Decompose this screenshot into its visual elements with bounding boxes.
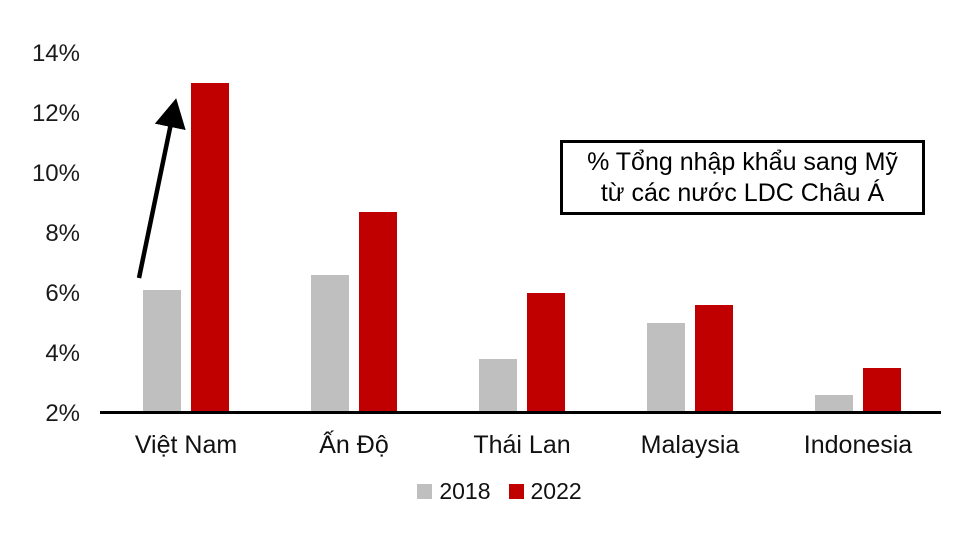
bar-2018-1	[143, 290, 181, 413]
bar-2018-2	[311, 275, 349, 413]
x-axis-line	[100, 411, 941, 414]
annotation-line-2: từ các nước LDC Châu Á	[600, 178, 885, 207]
y-tick-label: 2%	[45, 400, 80, 427]
legend-swatch-icon	[508, 484, 524, 499]
category-label: Indonesia	[803, 431, 913, 459]
legend-item-2022: 2022	[508, 478, 582, 504]
bar-2022-5	[863, 368, 901, 413]
bar-2022-3	[527, 293, 565, 413]
legend: 2018 2022	[10, 480, 979, 503]
bar-2018-3	[479, 359, 517, 413]
bar-2022-4	[695, 305, 733, 413]
legend-item-2018: 2018	[417, 478, 491, 504]
category-label: Việt Nam	[134, 431, 238, 459]
category-label: Thái Lan	[473, 431, 571, 459]
y-tick-label: 4%	[45, 340, 80, 367]
y-tick-label: 8%	[45, 220, 80, 247]
bar-2022-2	[359, 212, 397, 413]
legend-label: 2018	[439, 478, 491, 504]
y-tick-label: 10%	[31, 160, 80, 187]
bar-2022-1	[191, 83, 229, 413]
annotation-box: % Tổng nhập khẩu sang Mỹ từ các nước LDC…	[560, 140, 925, 215]
annotation-line-1: % Tổng nhập khẩu sang Mỹ	[587, 147, 898, 176]
y-tick-label: 6%	[45, 280, 80, 307]
category-label: Malaysia	[640, 431, 740, 459]
bar-2018-5	[815, 395, 853, 413]
legend-label: 2022	[530, 478, 582, 504]
y-tick-label: 12%	[31, 100, 80, 127]
y-tick-label: 14%	[31, 40, 80, 67]
bar-2018-4	[647, 323, 685, 413]
category-label: Ấn Độ	[319, 431, 389, 459]
legend-swatch-icon	[417, 484, 433, 499]
